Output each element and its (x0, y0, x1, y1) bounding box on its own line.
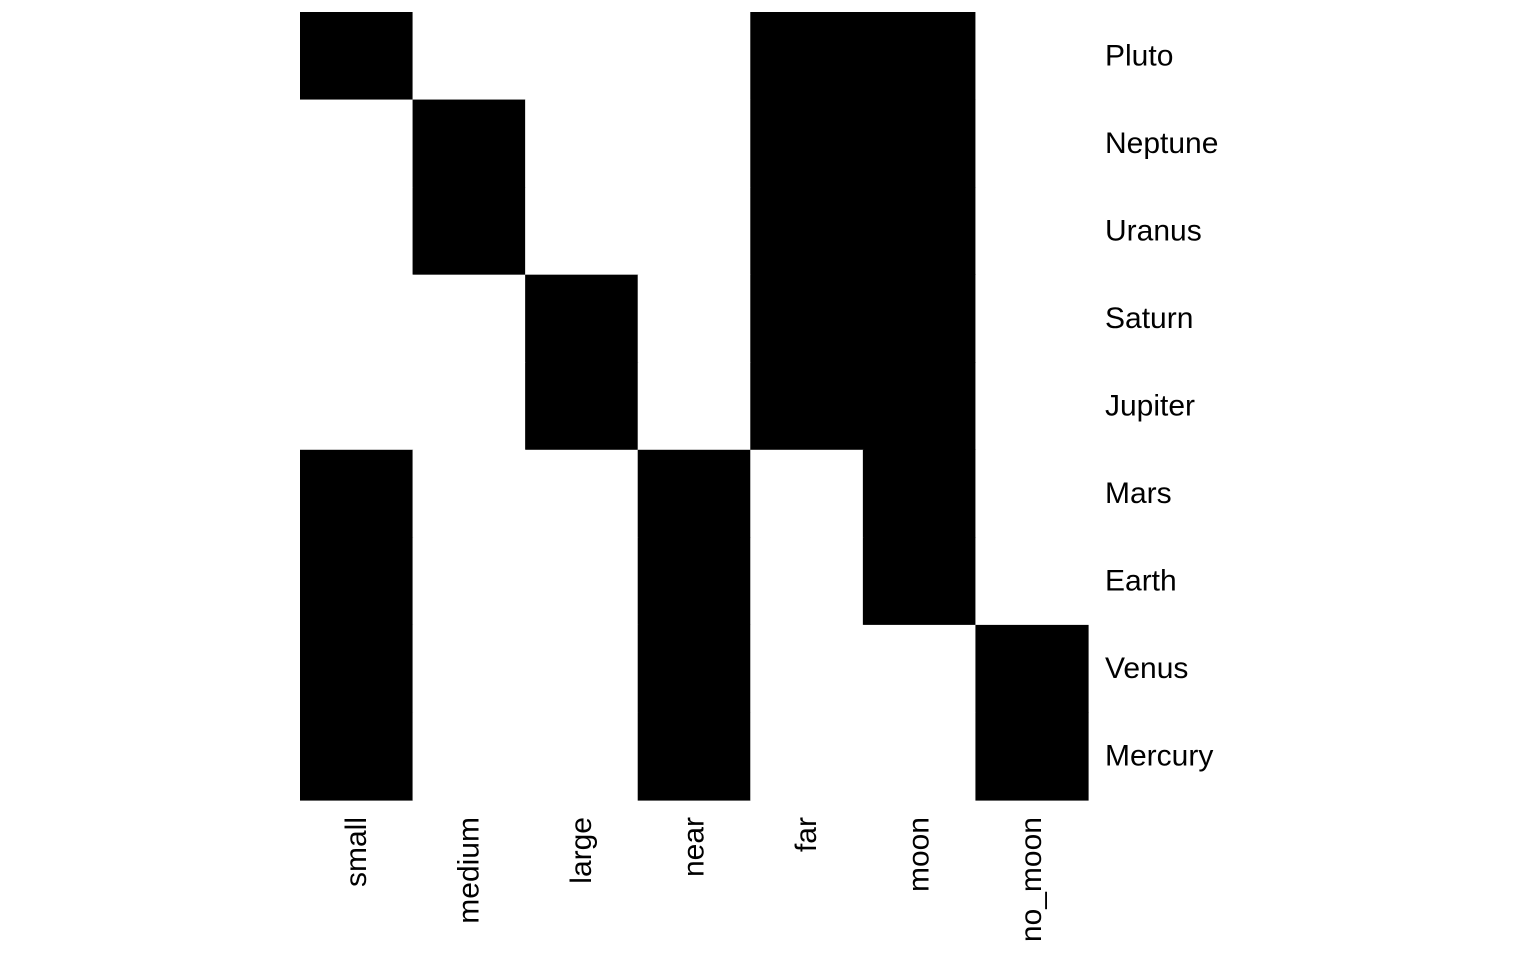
heatmap-cell (975, 362, 1089, 451)
row-label: Uranus (1105, 214, 1202, 247)
heatmap-cell (975, 99, 1089, 188)
heatmap-cell (637, 537, 751, 626)
column-label: large (565, 817, 598, 884)
heatmap-cell (412, 187, 526, 276)
column-label: moon (903, 817, 936, 892)
row-labels: Pluto Neptune Uranus Saturn Jupiter Mars Earth… (1105, 39, 1218, 772)
heatmap-cell (862, 624, 977, 714)
heatmap-cells (300, 12, 1089, 801)
heatmap-cell (300, 99, 414, 188)
heatmap-cell (412, 712, 526, 801)
heatmap-cell (300, 362, 414, 451)
heatmap-cell (637, 712, 751, 801)
heatmap-cell (975, 449, 1089, 538)
heatmap-cell (862, 99, 977, 188)
row-label: Jupiter (1105, 390, 1195, 423)
heatmap-cell (525, 12, 639, 101)
heatmap-cell (862, 187, 977, 276)
heatmap-cell (300, 187, 414, 276)
row-label: Mars (1105, 477, 1172, 510)
row-label: Mercury (1105, 740, 1213, 773)
heatmap-cell (975, 187, 1089, 276)
heatmap-cell (862, 362, 977, 451)
heatmap-cell (525, 624, 639, 714)
heatmap-cell (525, 187, 639, 276)
row-label: Earth (1105, 565, 1177, 598)
column-labels: small medium large near far moon no_moon (340, 817, 1048, 942)
heatmap-cell (300, 712, 414, 801)
heatmap-cell (862, 449, 977, 538)
heatmap-cell (412, 362, 526, 451)
heatmap-cell (975, 274, 1089, 363)
heatmap-cell (750, 99, 864, 188)
heatmap-cell (412, 624, 526, 714)
heatmap-cell (750, 12, 864, 101)
heatmap-cell (975, 12, 1089, 101)
column-label: near (678, 817, 711, 877)
heatmap-cell (637, 99, 751, 188)
heatmap-cell (975, 712, 1089, 801)
heatmap-cell (637, 449, 751, 538)
heatmap-cell (525, 274, 639, 363)
heatmap-cell (300, 537, 414, 626)
heatmap-cell (637, 274, 751, 363)
heatmap-cell (412, 449, 526, 538)
row-label: Venus (1105, 652, 1188, 685)
heatmap-cell (300, 449, 414, 538)
heatmap-cell (637, 187, 751, 276)
column-label: far (790, 817, 823, 852)
heatmap-cell (862, 12, 977, 101)
heatmap-cell (525, 99, 639, 188)
heatmap-cell (750, 537, 864, 626)
heatmap-cell (862, 274, 977, 363)
heatmap-cell (300, 274, 414, 363)
heatmap-cell (637, 362, 751, 451)
row-label: Pluto (1105, 39, 1173, 72)
heatmap-cell (525, 712, 639, 801)
heatmap-cell (862, 712, 977, 801)
heatmap-cell (412, 99, 526, 188)
heatmap-cell (412, 12, 526, 101)
heatmap-cell (525, 362, 639, 451)
heatmap-cell (412, 274, 526, 363)
heatmap-cell (412, 537, 526, 626)
heatmap-cell (637, 624, 751, 714)
column-label: small (340, 817, 373, 887)
heatmap-cell (750, 449, 864, 538)
heatmap-cell (862, 537, 977, 626)
heatmap-cell (525, 537, 639, 626)
heatmap-cell (750, 274, 864, 363)
row-label: Neptune (1105, 127, 1218, 160)
heatmap-cell (300, 12, 414, 101)
heatmap-cell (300, 624, 414, 714)
column-label: no_moon (1015, 817, 1048, 942)
row-label: Saturn (1105, 302, 1193, 335)
heatmap-cell (975, 537, 1089, 626)
heatmap-cell (637, 12, 751, 101)
heatmap-cell (975, 624, 1089, 714)
heatmap-cell (750, 712, 864, 801)
heatmap-cell (750, 624, 864, 714)
heatmap-cell (525, 449, 639, 538)
column-label: medium (452, 817, 485, 924)
heatmap-cell (750, 187, 864, 276)
heatmap-cell (750, 362, 864, 451)
